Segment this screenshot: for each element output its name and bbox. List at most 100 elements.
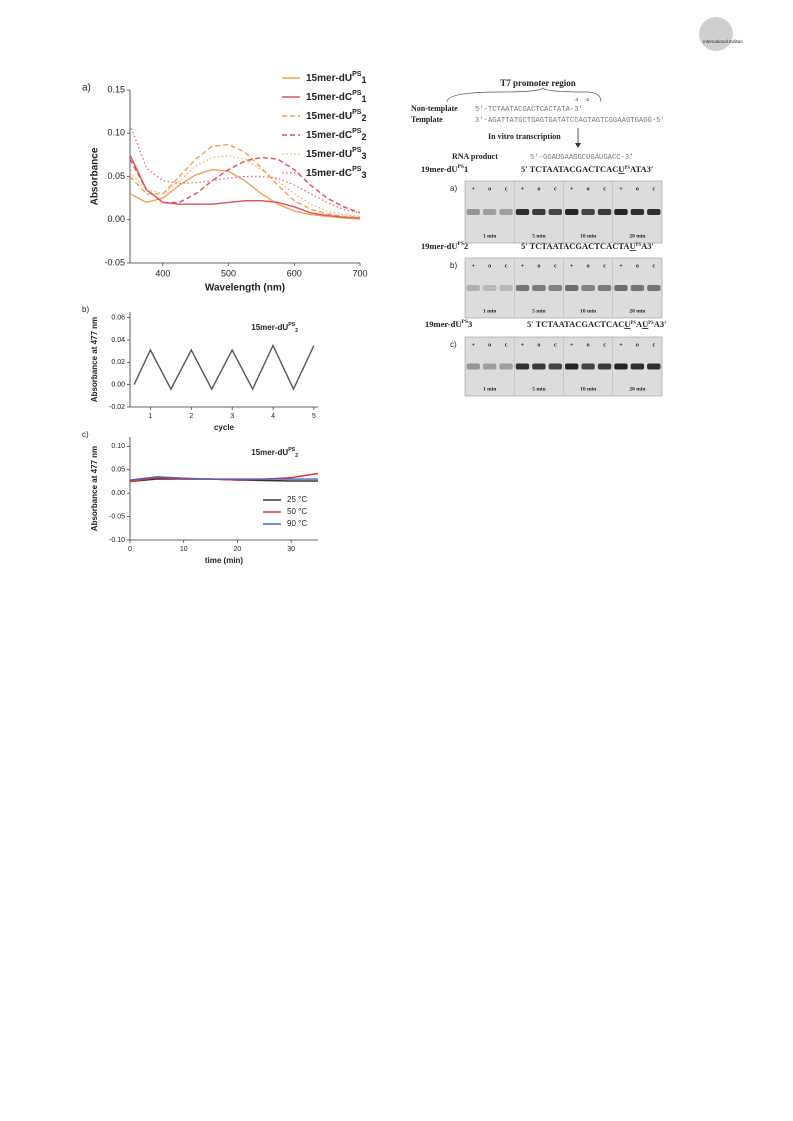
- x-tick-label: 20: [234, 546, 242, 553]
- y-axis-label: Absorbance at 477 nm: [90, 317, 99, 402]
- y-tick-label: -0.05: [109, 513, 125, 520]
- gel-band: [548, 285, 562, 291]
- gel-band: [597, 363, 612, 370]
- lane-label: +: [521, 186, 525, 192]
- time-label: 10 min: [580, 233, 596, 239]
- legend-label: 50 °C: [287, 507, 307, 516]
- step-label: In vitro transcription: [488, 132, 561, 141]
- position-label: -2: [585, 97, 589, 102]
- lane-label: +: [619, 186, 623, 192]
- time-label: 1 min: [483, 386, 496, 392]
- annotation-sup: PS: [288, 322, 295, 328]
- y-tick-label: 0.05: [107, 171, 125, 181]
- legend-sup: PS: [352, 109, 362, 116]
- legend-label: 25 °C: [287, 495, 307, 504]
- gel-label: a): [450, 184, 457, 193]
- x-tick-label: 4: [271, 413, 275, 420]
- lane-label: +: [471, 186, 475, 192]
- lane-label: +: [471, 263, 475, 269]
- position-label: -4: [574, 97, 578, 102]
- gel-band: [630, 285, 645, 291]
- gel-band: [597, 209, 612, 215]
- legend-sub: 2: [361, 132, 366, 142]
- legend-label: 15mer-dCPS2: [306, 128, 367, 142]
- lane-label: o: [488, 263, 491, 269]
- y-tick-label: 0.04: [111, 337, 125, 344]
- lane-label: o: [587, 263, 590, 269]
- series-line: [129, 168, 361, 220]
- legend-name: 15mer-dU: [306, 73, 352, 84]
- panel-seq: 5′ TCTAATACGACTCACTAUPSA3′: [521, 241, 654, 251]
- template-seq: 3′-AGATTATGCTGAGTGATATCCAGTAGTCGGAAGTGAG…: [475, 117, 665, 125]
- seq-part: 5′ TCTAATACGACTCACTA: [521, 241, 630, 251]
- lane-label: +: [619, 263, 623, 269]
- template-label: Template: [411, 115, 443, 124]
- lane-label: o: [636, 263, 639, 269]
- x-tick-label: 400: [155, 268, 170, 278]
- lane-label: c: [652, 186, 655, 192]
- lane-label: o: [636, 342, 639, 348]
- gel-band: [515, 209, 530, 215]
- y-tick-label: 0.00: [111, 381, 125, 388]
- panel-seq: 5′ TCTAATACGACTCACUPSAUPSA3′: [527, 319, 666, 329]
- gel-label: b): [450, 261, 457, 270]
- y-tick-label: 0.00: [107, 214, 125, 224]
- gel-band: [630, 209, 645, 215]
- legend-label: 15mer-dUPS1: [306, 71, 367, 85]
- legend-sup: PS: [352, 147, 362, 154]
- legend-name: 15mer-dC: [306, 168, 352, 179]
- legend-sup: PS: [352, 128, 362, 135]
- lane-label: +: [570, 186, 574, 192]
- y-tick-label: 0.02: [111, 359, 125, 366]
- panel-name: 19mer-dU: [425, 319, 462, 329]
- time-label: 1 min: [483, 233, 496, 239]
- lane-label: c: [554, 186, 557, 192]
- annotation: 15mer-dUPS2: [251, 322, 298, 334]
- seq-part: PS: [631, 321, 637, 326]
- series-line: [129, 143, 361, 218]
- legend-sub: 2: [361, 113, 366, 123]
- x-tick-label: 5: [312, 413, 316, 420]
- legend-name: 90 °C: [287, 519, 307, 528]
- gel-band: [482, 363, 497, 370]
- series-line: [129, 476, 318, 481]
- y-tick-label: -0.02: [109, 404, 125, 411]
- x-tick-label: 10: [180, 546, 188, 553]
- lane-label: o: [488, 186, 491, 192]
- gel-band: [499, 285, 513, 291]
- annotation: 15mer-dUPS2: [251, 447, 298, 459]
- legend-label: 15mer-dCPS1: [306, 90, 367, 104]
- time-label: 5 min: [532, 386, 545, 392]
- panel-num: 3: [468, 319, 472, 329]
- seq-part: 5′ TCTAATACGACTCAC: [521, 164, 618, 174]
- lane-label: c: [554, 263, 557, 269]
- time-label: 10 min: [580, 386, 596, 392]
- seq-part: A3′: [654, 319, 667, 329]
- y-tick-label: -0.10: [109, 537, 125, 544]
- gel-label: c): [450, 340, 457, 349]
- panel-num: 1: [464, 164, 468, 174]
- gel-band: [466, 285, 480, 291]
- gel-band: [499, 209, 513, 215]
- gel-band: [515, 363, 530, 370]
- annotation-sup: PS: [288, 447, 295, 453]
- gel-band: [647, 285, 661, 291]
- lane-label: o: [636, 186, 639, 192]
- annotation-text: 15mer-dU: [251, 323, 288, 332]
- gel-band: [548, 363, 562, 370]
- legend-label: 90 °C: [287, 519, 307, 528]
- edition-badge: [699, 17, 733, 51]
- x-tick-label: 700: [352, 268, 367, 278]
- legend-sup: PS: [352, 166, 362, 173]
- gel-band: [630, 363, 645, 370]
- time-label: 20 min: [629, 386, 645, 392]
- series-line: [133, 343, 315, 391]
- gel-band: [581, 209, 595, 215]
- panel-name: 19mer-dU: [421, 241, 458, 251]
- x-axis-label: Wavelength (nm): [205, 283, 285, 294]
- lane-label: c: [505, 342, 508, 348]
- legend-sub: 3: [361, 170, 366, 180]
- gel-band: [466, 209, 480, 215]
- y-tick-label: -0.05: [104, 257, 125, 267]
